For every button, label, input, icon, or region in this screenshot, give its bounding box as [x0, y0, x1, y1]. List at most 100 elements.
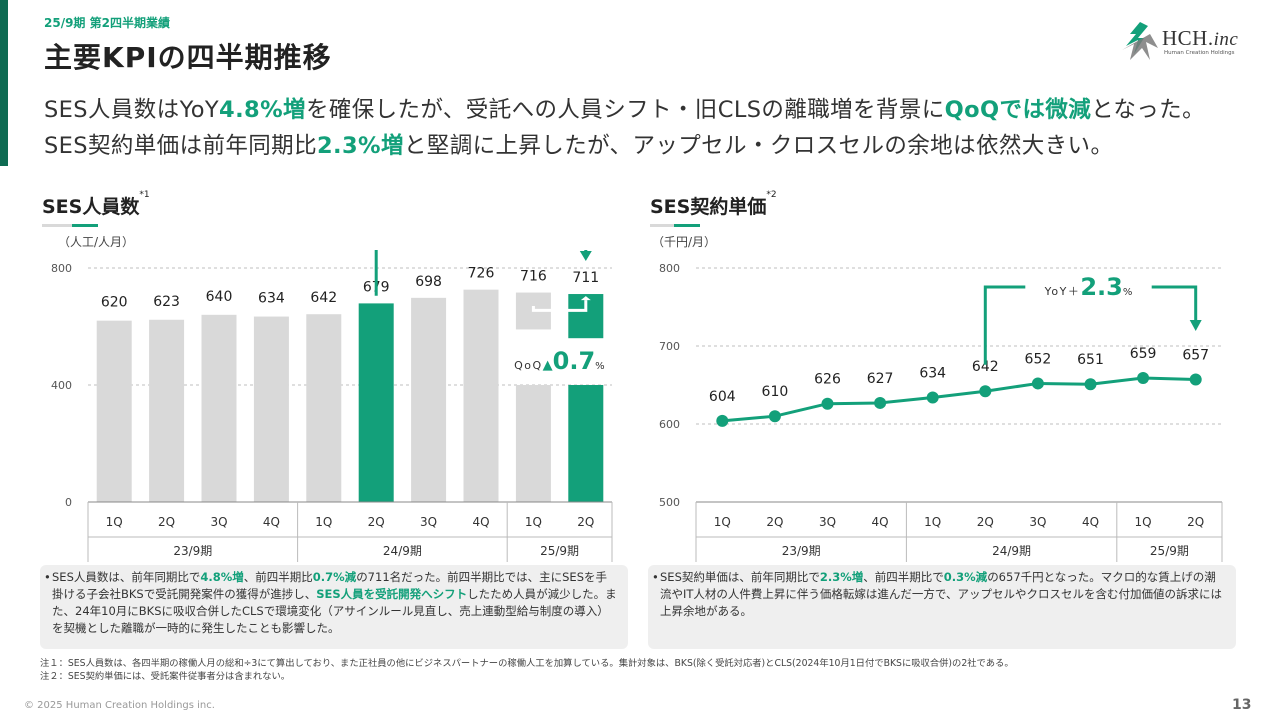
- x-tick-label: 1Q: [525, 515, 542, 529]
- x-tick-label: 1Q: [1135, 515, 1152, 529]
- bar: [568, 385, 604, 502]
- x-tick-label: 4Q: [1082, 515, 1099, 529]
- unit-price-note: • SES契約単価は、前年同期比で2.3%増、前四半期比で0.3%減の657千円…: [648, 565, 1236, 649]
- bar-value-label: 642: [310, 290, 337, 306]
- title-underline-accent: [674, 224, 700, 227]
- note-highlight: 0.7%減: [312, 570, 357, 584]
- note-text: SES契約単価は、前年同期比で: [660, 570, 820, 584]
- note-text: したため人員が減少した。また、24年10月にBKSに吸収合併したCLSで環境変化…: [52, 587, 617, 635]
- y-tick-label: 800: [659, 262, 680, 275]
- bar: [201, 314, 237, 502]
- x-tick-label: 1Q: [924, 515, 941, 529]
- x-tick-label: 3Q: [819, 515, 836, 529]
- y-tick-label: 0: [65, 496, 72, 509]
- headcount-title-text: SES人員数: [42, 196, 140, 218]
- x-tick-label: 1Q: [315, 515, 332, 529]
- group-label: 25/9期: [540, 544, 579, 558]
- summary-highlight: 2.3%増: [316, 133, 404, 159]
- unit-price-title-footnote-mark: *2: [766, 190, 777, 200]
- footnote-2: 注２：SES契約単価には、受託案件従事者分は含まれない。: [40, 671, 291, 682]
- headcount-bar-chart: 04008006201Q6232Q6403Q6344Q6421Q6792Q698…: [51, 250, 613, 562]
- summary-highlight: QoQでは微減: [944, 97, 1092, 123]
- yoy-bracket-right: [584, 250, 588, 251]
- x-tick-label: 3Q: [1029, 515, 1046, 529]
- data-point: [768, 410, 781, 423]
- bar-value-label: 716: [520, 269, 547, 285]
- page-title: 主要KPIの四半期推移: [44, 41, 332, 74]
- yoy-arrow-head: [579, 251, 592, 261]
- data-point: [1031, 377, 1044, 390]
- yoy-bracket-left: [374, 250, 378, 296]
- bar-value-label: 634: [258, 291, 285, 307]
- qoq-arrow-head: [580, 296, 591, 301]
- note-highlight: 2.3%増: [819, 570, 864, 584]
- data-value-label: 604: [709, 389, 736, 405]
- x-tick-label: 4Q: [472, 515, 489, 529]
- y-tick-label: 800: [51, 262, 72, 275]
- data-point: [1137, 371, 1150, 384]
- y-tick-label: 500: [659, 496, 680, 509]
- summary-text: SES人員数はYoY4.8%増を確保したが、受託への人員シフト・旧CLSの離職増…: [44, 92, 1205, 164]
- data-point: [1189, 373, 1202, 386]
- x-tick-label: 3Q: [210, 515, 227, 529]
- data-point: [1084, 378, 1097, 391]
- data-value-label: 657: [1182, 348, 1209, 364]
- series-line: [722, 376, 1196, 423]
- data-value-label: 659: [1130, 346, 1157, 362]
- note-text: の711名だった。前四半期比では、主にSESを手掛ける子会社BKSで受託開発案件…: [52, 570, 608, 601]
- bar: [358, 303, 394, 502]
- summary-text-segment: を確保したが、受託への人員シフト・旧CLSの離職増を背景に: [305, 97, 945, 123]
- bar: [306, 314, 342, 502]
- note-highlight: SES人員を受託開発へシフト: [316, 587, 468, 601]
- period-label: 25/9期 第2四半期業績: [44, 16, 170, 30]
- x-tick-label: 2Q: [158, 515, 175, 529]
- bar-value-label: 711: [572, 270, 599, 286]
- data-point: [874, 396, 887, 409]
- summary-highlight: 4.8%増: [219, 97, 306, 123]
- group-label: 23/9期: [782, 544, 821, 558]
- unit-price-title-text: SES契約単価: [650, 196, 767, 218]
- note-text: の657千円となった。マクロ的な賃上げの潮流やIT人材の人件費上昇に伴う価格転嫁…: [660, 570, 1222, 618]
- x-tick-label: 3Q: [420, 515, 437, 529]
- yoy-bracket-right: [1151, 285, 1198, 322]
- data-value-label: 627: [867, 371, 894, 387]
- bar: [149, 319, 185, 502]
- note-highlight: 4.8%増: [200, 570, 244, 584]
- data-point: [979, 385, 992, 398]
- headcount-title-footnote-mark: *1: [139, 190, 150, 200]
- note-text: SES人員数は、前年同期比で: [52, 570, 201, 584]
- headcount-chart-title: SES人員数*1: [42, 190, 150, 219]
- logo-name-suffix: inc: [1213, 29, 1239, 50]
- logo-text: HCH.inc: [1162, 26, 1238, 51]
- bar: [411, 297, 447, 502]
- summary-text-segment: SES契約単価は前年同期比: [44, 133, 317, 159]
- logo-name-main: HCH.: [1162, 26, 1214, 50]
- accent-bar: [0, 0, 8, 166]
- x-tick-label: 1Q: [106, 515, 123, 529]
- title-underline: [42, 224, 72, 227]
- bar-value-label: 640: [206, 289, 233, 305]
- data-value-label: 652: [1025, 351, 1052, 367]
- title-underline-accent: [72, 224, 98, 227]
- group-label: 24/9期: [992, 544, 1031, 558]
- page-number: 13: [1232, 697, 1252, 713]
- data-point: [716, 414, 729, 427]
- note-bullet: •: [652, 570, 659, 584]
- leaf-logo-icon: [1122, 22, 1158, 60]
- yoy-bracket-left: [983, 285, 1026, 365]
- headcount-note: • SES人員数は、前年同期比で4.8%増、前四半期比0.7%減の711名だった…: [40, 565, 628, 649]
- x-tick-label: 2Q: [1187, 515, 1204, 529]
- data-value-label: 626: [814, 372, 841, 388]
- note-text: 、前四半期比: [243, 570, 313, 584]
- bar: [253, 316, 289, 502]
- bar: [463, 289, 499, 502]
- x-tick-label: 4Q: [263, 515, 280, 529]
- x-tick-label: 4Q: [872, 515, 889, 529]
- data-point: [926, 391, 939, 404]
- x-tick-label: 2Q: [766, 515, 783, 529]
- data-value-label: 651: [1077, 352, 1104, 368]
- group-label: 25/9期: [1150, 544, 1189, 558]
- unit-price-line-chart: 500 600 700 800 604 1Q 610 2Q 626 3Q 627 4Q 634 1Q 642…: [659, 262, 1223, 562]
- y-tick-label: 700: [659, 340, 680, 353]
- copyright: © 2025 Human Creation Holdings inc.: [24, 700, 215, 711]
